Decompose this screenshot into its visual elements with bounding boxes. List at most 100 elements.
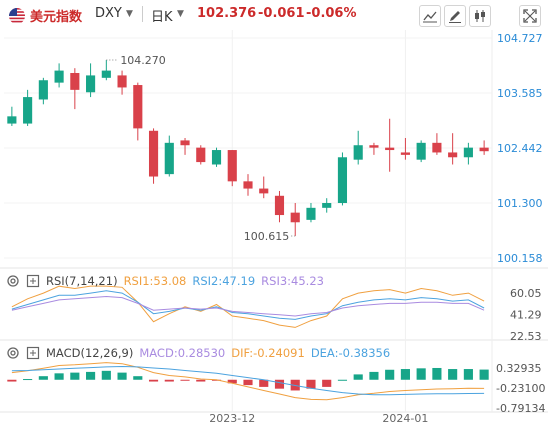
macd-histogram-bar [7, 379, 17, 382]
candle-body [259, 188, 269, 194]
candle-body [290, 212, 300, 223]
divider [142, 6, 143, 22]
macd-histogram-bar [38, 376, 48, 380]
macd-histogram-bar [133, 376, 143, 380]
y-tick-label: 100.158 [497, 252, 543, 265]
rsi2-line [11, 290, 485, 320]
macd-histogram-bar [117, 372, 127, 380]
rsi3-value: RSI3:45.23 [261, 274, 324, 288]
candle-body [432, 142, 442, 153]
candle-body [227, 150, 237, 182]
macd-tick-label: -0.23100 [496, 382, 545, 395]
macd-histogram-bar [274, 379, 285, 389]
trend-line-icon[interactable] [419, 5, 441, 27]
low-annotation-label: 100.615 [244, 230, 290, 243]
candle-body [86, 75, 96, 93]
add-indicator-icon[interactable] [26, 346, 40, 360]
candle-body [7, 116, 17, 124]
candle-body [369, 145, 379, 148]
macd-histogram-bar [385, 369, 395, 380]
macd-histogram-bar [54, 373, 64, 380]
candle-body [416, 142, 426, 160]
candle-body [38, 80, 48, 100]
candle-body [479, 147, 489, 152]
candle-body [400, 152, 410, 155]
macd-histogram-bar [400, 369, 410, 380]
chevron-down-icon[interactable]: ▼ [126, 9, 133, 19]
macd-histogram-bar [448, 369, 458, 380]
candle-body [54, 70, 64, 83]
macd-histogram-bar [416, 368, 426, 380]
macd-histogram-bar [306, 379, 316, 389]
macd-histogram-bar [101, 370, 111, 380]
macd-value: MACD:0.28530 [139, 346, 226, 360]
add-indicator-icon[interactable] [26, 274, 40, 288]
x-tick-label: 2023-12 [209, 412, 255, 425]
y-tick-label: 103.585 [497, 87, 543, 100]
rsi-title[interactable]: RSI(7,14,21) [46, 274, 118, 288]
candle-body [180, 140, 190, 146]
macd-histogram-bar [180, 379, 190, 381]
macd-histogram-bar [164, 379, 174, 382]
rsi1-line [11, 285, 485, 328]
y-tick-label: 102.442 [497, 142, 543, 155]
macd-histogram-bar [463, 369, 473, 380]
chevron-down-icon[interactable]: ▼ [177, 9, 184, 19]
macd-histogram-bar [432, 367, 442, 380]
dif-line [11, 362, 485, 401]
candle-body [385, 147, 395, 151]
candle-body [274, 195, 285, 216]
last-price: 102.376 [197, 6, 257, 21]
settings-gear-icon[interactable] [6, 274, 20, 288]
price-change-pct: -0.06% [306, 6, 357, 21]
candle-body [211, 150, 222, 165]
fullscreen-icon[interactable] [519, 5, 541, 27]
macd-title[interactable]: MACD(12,26,9) [46, 346, 134, 360]
pencil-icon[interactable] [444, 5, 466, 27]
macd-histogram-bar [259, 379, 269, 387]
macd-histogram-bar [479, 369, 489, 380]
macd-histogram-bar [23, 379, 33, 381]
y-tick-label: 101.300 [497, 197, 543, 210]
candle-body [70, 73, 80, 90]
rsi-tick-label: 60.05 [510, 287, 542, 300]
instrument-code[interactable]: DXY [95, 6, 122, 21]
macd-legend: MACD(12,26,9) MACD:0.28530 DIF:-0.24091 … [6, 344, 396, 362]
price-change: -0.061 [258, 6, 305, 21]
macd-histogram-bar [322, 379, 332, 387]
candle-body [243, 181, 253, 189]
macd-histogram-bar [227, 379, 237, 384]
rsi1-value: RSI1:53.08 [123, 274, 187, 288]
candle-body [101, 70, 111, 78]
y-tick-label: 104.727 [497, 32, 543, 45]
candle-body [337, 157, 348, 204]
macd-histogram-bar [337, 379, 348, 381]
candle-body [117, 75, 127, 88]
candle-body [463, 147, 473, 158]
candle-body [448, 152, 458, 158]
macd-histogram-bar [243, 379, 253, 386]
candle-body [133, 85, 143, 129]
candle-body [164, 142, 174, 175]
dea-value: DEA:-0.38356 [310, 346, 391, 360]
rsi2-value: RSI2:47.19 [192, 274, 256, 288]
macd-histogram-bar [353, 374, 363, 380]
candle-body [353, 145, 363, 160]
candle-style-icon[interactable] [469, 5, 491, 27]
dea-line [11, 365, 485, 396]
macd-histogram-bar [70, 372, 80, 380]
candle-body [23, 97, 33, 124]
macd-histogram-bar [196, 379, 206, 382]
period-selector[interactable]: 日K [151, 10, 173, 25]
macd-tick-label: -0.79134 [496, 402, 545, 415]
header-bar: 美元指数 DXY ▼ 日K ▼ 102.376 -0.061 -0.06% [0, 0, 548, 30]
x-tick-label: 2024-01 [382, 412, 428, 425]
candle-body [322, 203, 332, 208]
settings-gear-icon[interactable] [6, 346, 20, 360]
rsi-legend: RSI(7,14,21) RSI1:53.08 RSI2:47.19 RSI3:… [6, 272, 330, 290]
macd-histogram-bar [86, 371, 96, 380]
rsi-tick-label: 41.29 [510, 309, 542, 322]
candle-body [306, 207, 316, 220]
